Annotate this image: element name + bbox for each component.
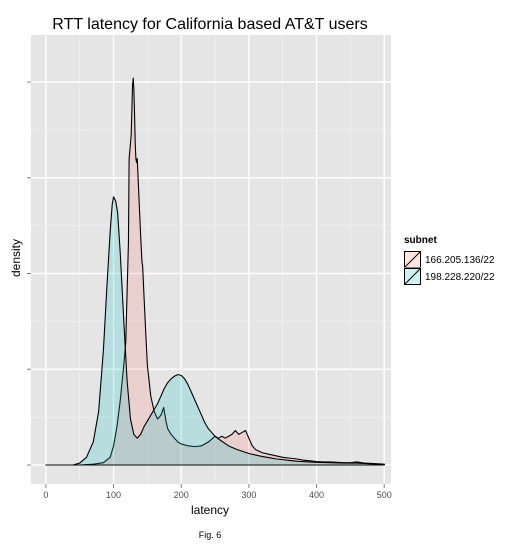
legend-key-slash (404, 251, 421, 268)
x-tick-label: 100 (106, 490, 121, 500)
x-axis-ticks: 0 100 200 300 400 500 (43, 484, 392, 500)
density-areas (45, 77, 385, 466)
x-tick-label: 400 (309, 490, 324, 500)
y-axis-title: density (9, 239, 23, 277)
legend-label: 166.205.136/22 (425, 255, 495, 266)
x-axis-title: latency (191, 503, 229, 517)
density-area-2 (45, 196, 385, 466)
legend-title: subnet (404, 235, 437, 246)
density-area-1 (45, 77, 385, 466)
plot-panel (31, 35, 391, 484)
x-tick-label: 200 (174, 490, 189, 500)
x-tick-label: 500 (377, 490, 392, 500)
legend: subnet 166.205.136/22 198.228.220/22 (403, 235, 495, 286)
x-tick-label: 0 (43, 490, 48, 500)
figure-caption: Fig. 6 (199, 530, 222, 540)
chart-title: RTT latency for California based AT&T us… (52, 16, 367, 33)
grid-lines (31, 35, 391, 484)
y-axis-ticks (27, 81, 31, 466)
legend-key-slash (404, 268, 421, 285)
x-tick-label: 300 (241, 490, 256, 500)
legend-label: 198.228.220/22 (425, 272, 495, 283)
